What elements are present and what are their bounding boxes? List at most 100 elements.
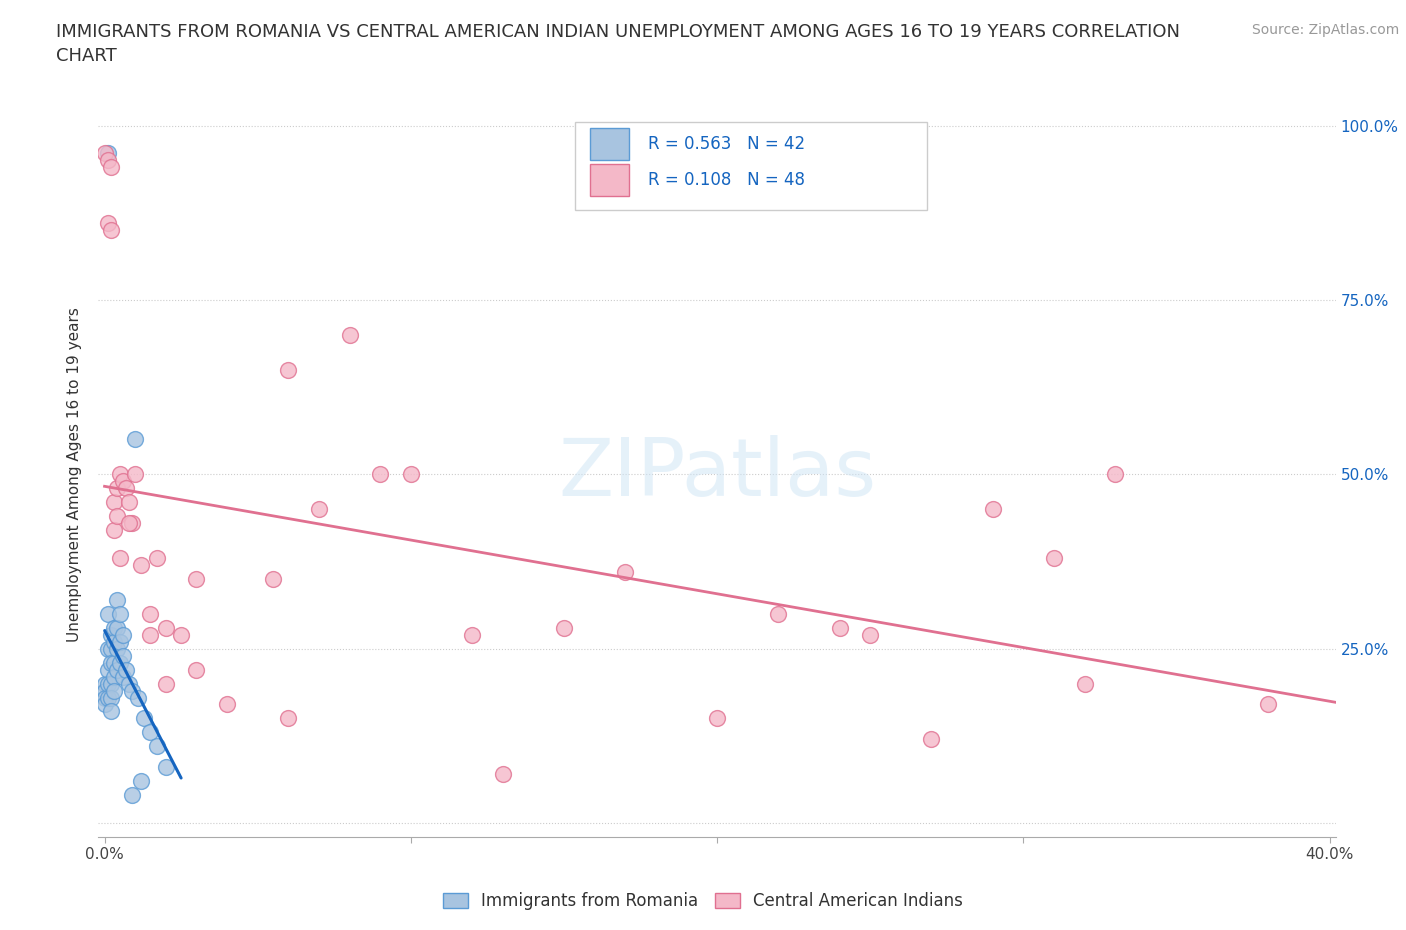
Point (97, 153, 120, 168)
Point (93, 676, 115, 691)
Point (129, 774, 152, 789)
Point (121, 516, 143, 531)
Point (97, 146, 120, 161)
Point (1257, 698, 1279, 712)
Point (97, 662, 120, 677)
Point (97, 676, 120, 691)
Point (100, 704, 122, 719)
Point (139, 725, 162, 740)
Point (186, 662, 208, 677)
FancyBboxPatch shape (589, 164, 630, 196)
Point (124, 432, 146, 447)
Point (103, 523, 125, 538)
Point (155, 760, 177, 775)
Point (111, 670, 134, 684)
Point (981, 502, 1004, 517)
Point (105, 620, 128, 635)
Point (368, 467, 391, 482)
Point (308, 502, 330, 517)
Point (170, 628, 193, 643)
Point (115, 662, 138, 677)
FancyBboxPatch shape (589, 127, 630, 160)
Point (103, 620, 125, 635)
Point (339, 327, 361, 342)
Point (108, 606, 131, 621)
Point (492, 766, 515, 781)
Point (103, 634, 125, 649)
Point (108, 634, 131, 649)
Text: IMMIGRANTS FROM ROMANIA VS CENTRAL AMERICAN INDIAN UNEMPLOYMENT AMONG AGES 16 TO: IMMIGRANTS FROM ROMANIA VS CENTRAL AMERI… (56, 23, 1180, 65)
Text: R = 0.563   N = 42: R = 0.563 N = 42 (648, 135, 804, 153)
Point (145, 551, 167, 565)
Point (97, 642, 120, 657)
FancyBboxPatch shape (575, 123, 928, 209)
Text: Source: ZipAtlas.com: Source: ZipAtlas.com (1251, 23, 1399, 37)
Legend: Immigrants from Romania, Central American Indians: Immigrants from Romania, Central America… (436, 885, 970, 917)
Point (920, 732, 942, 747)
Point (111, 648, 134, 663)
Point (103, 670, 125, 684)
Point (108, 656, 131, 671)
Point (1073, 676, 1095, 691)
Point (100, 642, 122, 657)
Point (124, 467, 146, 482)
Point (134, 711, 156, 726)
Text: R = 0.108   N = 48: R = 0.108 N = 48 (648, 171, 804, 189)
Point (139, 628, 162, 643)
Point (115, 481, 138, 496)
Point (121, 788, 143, 803)
Point (105, 481, 128, 496)
Point (186, 572, 208, 587)
Point (103, 684, 125, 698)
Point (399, 467, 422, 482)
Point (1043, 551, 1066, 565)
Point (100, 690, 122, 705)
Point (553, 620, 575, 635)
Point (97, 216, 120, 231)
Point (100, 223, 122, 238)
Point (215, 698, 238, 712)
Point (706, 711, 728, 726)
Point (155, 676, 177, 691)
Point (277, 363, 299, 378)
Point (93, 146, 115, 161)
Point (121, 684, 143, 698)
Point (118, 495, 141, 510)
Point (105, 642, 128, 657)
Point (97, 690, 120, 705)
Point (111, 628, 134, 643)
Point (105, 662, 128, 677)
Point (108, 467, 131, 482)
Point (111, 474, 134, 489)
Point (97, 606, 120, 621)
Point (105, 592, 128, 607)
Point (103, 495, 125, 510)
Point (100, 160, 122, 175)
Point (93, 698, 115, 712)
Point (105, 509, 128, 524)
Point (614, 565, 637, 579)
Point (139, 606, 162, 621)
Point (859, 628, 882, 643)
Point (108, 551, 131, 565)
Point (1104, 467, 1126, 482)
Point (93, 690, 115, 705)
Point (118, 676, 141, 691)
Point (100, 628, 122, 643)
Point (262, 572, 284, 587)
Point (461, 628, 484, 643)
Point (118, 516, 141, 531)
Point (129, 558, 152, 573)
Point (768, 606, 790, 621)
Point (100, 676, 122, 691)
Point (277, 711, 299, 726)
Point (103, 656, 125, 671)
Point (93, 684, 115, 698)
Point (100, 656, 122, 671)
Text: ZIPatlas: ZIPatlas (558, 435, 876, 513)
Y-axis label: Unemployment Among Ages 16 to 19 years: Unemployment Among Ages 16 to 19 years (67, 307, 83, 642)
Point (145, 738, 167, 753)
Point (828, 620, 851, 635)
Point (127, 690, 149, 705)
Point (155, 620, 177, 635)
